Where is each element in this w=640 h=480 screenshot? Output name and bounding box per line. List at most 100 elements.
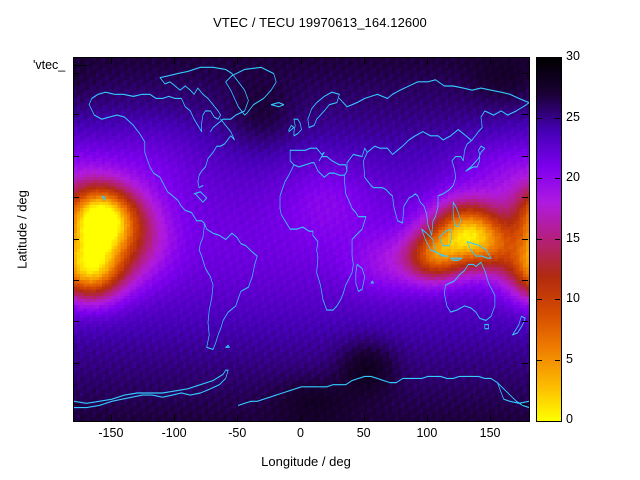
colorbar-tick-label: 25 [566, 109, 580, 124]
coastline-path [421, 228, 436, 253]
coastline-path [435, 251, 449, 257]
vtec-raster [74, 58, 529, 421]
coastline-path [438, 228, 453, 247]
coastline-path [197, 118, 235, 189]
y-tick-mark [522, 321, 528, 323]
y-tick-mark [73, 404, 79, 406]
coastline-path [512, 315, 526, 336]
coastline-path [307, 91, 340, 129]
y-tick-mark [73, 321, 79, 323]
colorbar [536, 57, 562, 422]
x-tick-mark [490, 415, 492, 421]
colorbar-tick-label: 30 [566, 49, 580, 63]
coastline-path [270, 102, 285, 108]
colorbar-tick-mark [537, 299, 542, 300]
coastline-path [497, 382, 529, 409]
y-tick-mark [73, 114, 79, 116]
colorbar-tick-mark [555, 238, 560, 240]
colorbar-tick-mark [555, 359, 560, 361]
y-tick-mark [73, 279, 79, 281]
x-tick-mark [237, 415, 239, 421]
y-tick-mark [73, 238, 79, 240]
coastline-overlay [74, 58, 529, 421]
y-tick-mark [73, 362, 79, 364]
coastline-path [88, 66, 249, 133]
coastline-path [370, 280, 374, 284]
key-sample-line [73, 65, 87, 66]
coastline-path [466, 241, 492, 259]
y-tick-mark [522, 72, 528, 74]
chart-title: VTEC / TECU 19970613_164.12600 [213, 15, 427, 30]
y-tick-mark [522, 404, 528, 406]
x-tick-label: 100 [416, 426, 438, 440]
x-tick-label: 0 [297, 426, 304, 440]
colorbar-tick-label: 0 [566, 412, 573, 426]
key-label-artifact: 'vtec_ [33, 58, 87, 72]
vtec-heatmap-field [74, 58, 529, 421]
colorbar-tick-mark [537, 178, 542, 179]
coastline-path [225, 66, 277, 116]
y-tick-mark [522, 279, 528, 281]
x-tick-label: -150 [98, 426, 124, 440]
coastline-path [101, 195, 106, 201]
y-tick-mark [522, 114, 528, 116]
coastline-path [225, 344, 230, 348]
x-tick-mark [426, 58, 428, 64]
x-tick-label: 150 [479, 426, 501, 440]
coastline-path [198, 222, 258, 351]
colorbar-tick-mark [537, 359, 542, 361]
plot-area [73, 57, 530, 422]
coastline-path [237, 375, 529, 407]
coastline-path [355, 263, 366, 292]
y-axis-title: Latitude / deg [14, 190, 30, 269]
coastline-path [288, 124, 295, 133]
y-tick-mark [522, 362, 528, 364]
coastline-path [279, 174, 367, 311]
coastline-path [339, 79, 529, 108]
x-tick-mark [110, 415, 112, 421]
colorbar-tick-label: 15 [566, 230, 580, 245]
y-tick-mark [522, 238, 528, 240]
x-tick-mark [300, 415, 302, 421]
y-tick-mark [522, 197, 528, 198]
y-tick-mark [522, 155, 528, 157]
y-tick-mark [73, 197, 79, 198]
x-tick-mark [174, 58, 176, 64]
y-tick-mark [73, 72, 79, 74]
key-label-text: 'vtec_ [33, 58, 66, 72]
x-tick-label: 50 [356, 426, 371, 440]
x-tick-mark [300, 58, 302, 64]
colorbar-tick-mark [555, 178, 560, 179]
coastline-path [279, 164, 295, 209]
colorbar-tick-label: 5 [566, 351, 573, 366]
colorbar-tick-mark [537, 238, 542, 240]
y-tick-mark [73, 155, 79, 157]
x-axis-title: Longitude / deg [261, 454, 351, 469]
x-tick-mark [237, 58, 239, 64]
x-tick-mark [490, 58, 492, 64]
x-tick-label: -100 [161, 426, 187, 440]
coastline-path [443, 261, 496, 321]
x-tick-mark [363, 58, 365, 64]
coastline-path [484, 323, 489, 330]
coastline-path [88, 104, 205, 224]
coastline-path [450, 257, 463, 261]
coastline-path [293, 118, 302, 137]
colorbar-tick-mark [555, 299, 560, 300]
colorbar-tick-label: 10 [566, 291, 580, 305]
colorbar-tick-mark [537, 117, 542, 119]
x-tick-mark [174, 415, 176, 421]
coastline-path [452, 201, 462, 228]
x-tick-mark [110, 58, 112, 64]
coastline-path [366, 128, 472, 156]
x-tick-mark [426, 415, 428, 421]
colorbar-gradient [537, 58, 561, 421]
x-tick-mark [363, 415, 365, 421]
coastline-path [193, 191, 208, 203]
x-tick-label: -50 [228, 426, 247, 440]
coastline-path [289, 147, 348, 178]
colorbar-tick-label: 20 [566, 170, 580, 184]
colorbar-tick-mark [555, 117, 560, 119]
coastline-path [74, 369, 229, 409]
